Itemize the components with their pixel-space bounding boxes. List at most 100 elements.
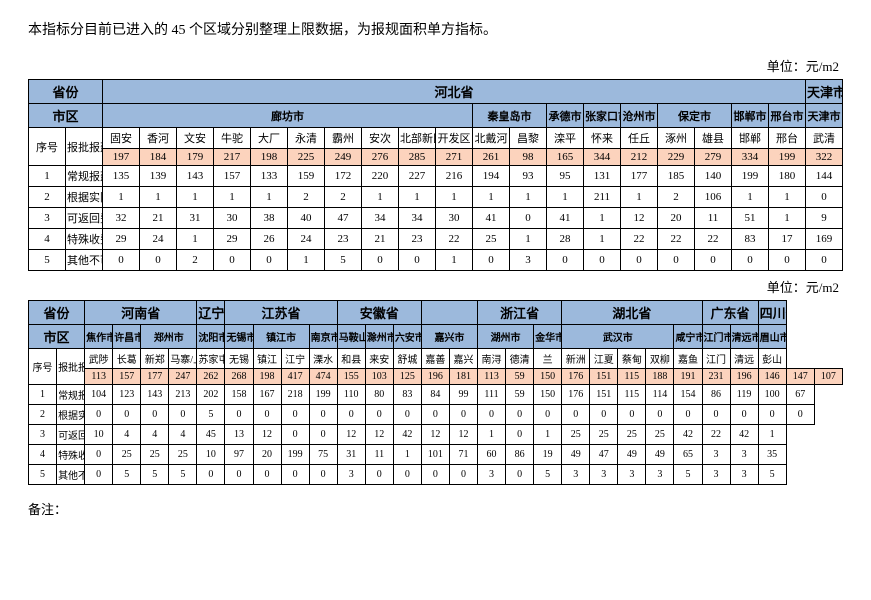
data-cell: 42 <box>674 425 702 445</box>
hdr-seq: 序号 <box>29 349 57 385</box>
data-cell: 3 <box>702 445 730 465</box>
data-cell: 5 <box>197 405 225 425</box>
data-cell: 0 <box>140 250 177 271</box>
data-cell: 1 <box>473 187 510 208</box>
district-hdr: 嘉善 <box>421 349 449 369</box>
data-cell: 0 <box>506 405 534 425</box>
district-hdr: 镇江 <box>253 349 281 369</box>
total-cell: 334 <box>732 149 769 166</box>
data-cell: 1 <box>177 229 214 250</box>
total-cell: 417 <box>281 369 309 385</box>
data-cell: 0 <box>618 405 646 425</box>
data-cell: 3 <box>478 465 506 485</box>
total-cell: 165 <box>547 149 584 166</box>
data-cell: 4 <box>113 425 141 445</box>
data-cell: 0 <box>197 465 225 485</box>
total-cell: 225 <box>288 149 325 166</box>
data-cell: 24 <box>140 229 177 250</box>
data-cell: 114 <box>646 385 674 405</box>
data-cell: 0 <box>769 250 806 271</box>
data-cell: 84 <box>421 385 449 405</box>
total-cell: 196 <box>730 369 758 385</box>
province-hdr: 天津市 <box>806 80 843 104</box>
data-cell: 60 <box>478 445 506 465</box>
district-hdr: 无锡 <box>225 349 253 369</box>
data-cell: 1 <box>584 229 621 250</box>
data-cell: 0 <box>590 405 618 425</box>
footnote: 备注： <box>28 499 843 518</box>
data-cell: 97 <box>225 445 253 465</box>
district-hdr: 北戴河 <box>473 128 510 149</box>
data-cell: 172 <box>325 166 362 187</box>
data-cell: 2 <box>325 187 362 208</box>
city-hdr: 镇江市 <box>253 325 309 349</box>
row-seq: 3 <box>29 425 57 445</box>
city-hdr: 保定市 <box>658 104 732 128</box>
data-cell: 1 <box>103 187 140 208</box>
data-cell: 49 <box>562 445 590 465</box>
data-cell: 83 <box>393 385 421 405</box>
data-cell: 24 <box>288 229 325 250</box>
data-cell: 0 <box>85 405 113 425</box>
district-hdr: 溧水 <box>309 349 337 369</box>
data-cell: 3 <box>618 465 646 485</box>
data-cell: 86 <box>702 385 730 405</box>
hdr-city: 市区 <box>29 325 85 349</box>
row-label: 其他不可预见费 <box>66 250 103 271</box>
data-cell: 101 <box>421 445 449 465</box>
data-cell: 1 <box>251 187 288 208</box>
data-cell: 0 <box>534 405 562 425</box>
city-hdr: 六安市 <box>393 325 421 349</box>
data-cell: 220 <box>362 166 399 187</box>
data-cell: 12 <box>421 425 449 445</box>
data-cell: 34 <box>362 208 399 229</box>
data-cell: 11 <box>695 208 732 229</box>
total-cell: 344 <box>584 149 621 166</box>
city-hdr: 咸宁市 <box>674 325 702 349</box>
total-cell: 151 <box>590 369 618 385</box>
data-cell: 47 <box>325 208 362 229</box>
data-cell: 0 <box>393 465 421 485</box>
city-hdr: 金华市 <box>534 325 562 349</box>
data-cell: 1 <box>584 208 621 229</box>
data-cell: 65 <box>674 445 702 465</box>
data-cell: 25 <box>141 445 169 465</box>
province-hdr: 广东省 <box>702 301 758 325</box>
data-cell: 23 <box>325 229 362 250</box>
data-cell: 21 <box>140 208 177 229</box>
data-cell: 34 <box>399 208 436 229</box>
district-hdr: 文安 <box>177 128 214 149</box>
data-cell: 131 <box>584 166 621 187</box>
data-cell: 0 <box>393 405 421 425</box>
data-cell: 218 <box>281 385 309 405</box>
unit-label-2: 单位：元/m2 <box>28 277 839 296</box>
data-cell: 1 <box>214 187 251 208</box>
total-cell: 198 <box>251 149 288 166</box>
total-cell: 474 <box>309 369 337 385</box>
data-cell: 0 <box>732 250 769 271</box>
data-cell: 59 <box>506 385 534 405</box>
row-seq: 4 <box>29 445 57 465</box>
total-cell: 179 <box>177 149 214 166</box>
city-hdr: 嘉兴市 <box>421 325 477 349</box>
data-cell: 0 <box>85 445 113 465</box>
data-cell: 0 <box>695 250 732 271</box>
data-cell: 144 <box>806 166 843 187</box>
district-hdr: 怀来 <box>584 128 621 149</box>
data-cell: 42 <box>393 425 421 445</box>
total-cell: 176 <box>562 369 590 385</box>
district-hdr: 开发区 <box>436 128 473 149</box>
data-cell: 1 <box>399 187 436 208</box>
data-cell: 9 <box>806 208 843 229</box>
data-cell: 17 <box>769 229 806 250</box>
row-label: 特殊收费 <box>57 445 85 465</box>
data-cell: 1 <box>478 425 506 445</box>
data-cell: 1 <box>140 187 177 208</box>
data-cell: 0 <box>141 405 169 425</box>
data-cell: 5 <box>169 465 197 485</box>
data-cell: 86 <box>506 445 534 465</box>
district-hdr: 安次 <box>362 128 399 149</box>
total-cell: 188 <box>646 369 674 385</box>
data-cell: 22 <box>436 229 473 250</box>
row-seq: 1 <box>29 166 66 187</box>
